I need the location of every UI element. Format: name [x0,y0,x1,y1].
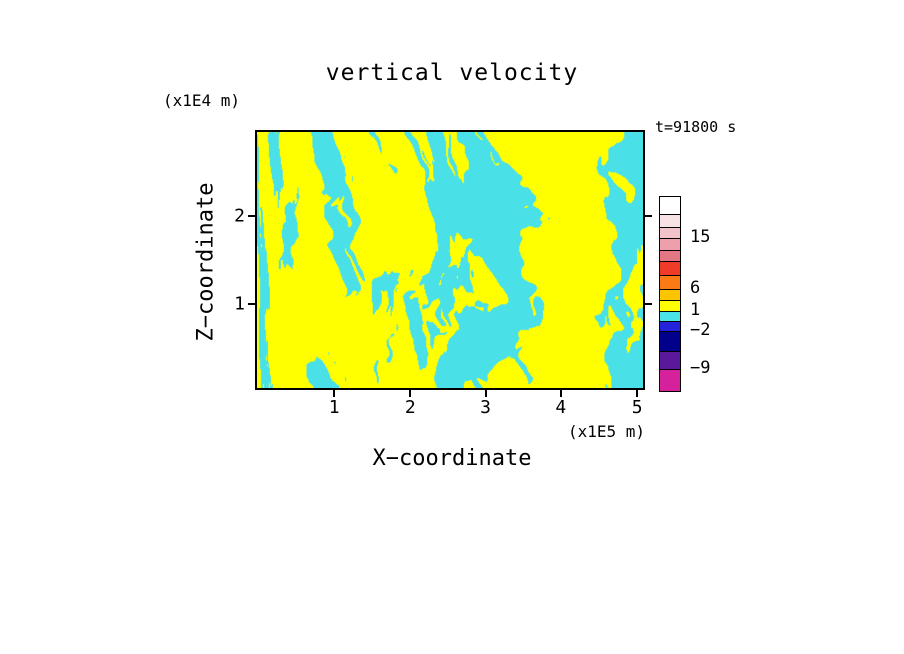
colorbar-segment [660,197,680,214]
x-tick-label: 5 [631,397,643,418]
x-tick-mark [559,390,562,397]
colorbar-segment [660,311,680,321]
colorbar-labels: 15 6 1 −2 −9 [690,196,750,390]
x-axis-title: X−coordinate [372,446,532,471]
x-tick-label: 1 [328,397,340,418]
chart-title: vertical velocity [325,60,579,86]
x-tick-mark [333,390,336,397]
colorbar-segment [660,331,680,351]
colorbar-segment [660,351,680,369]
y-axis-title: Z−coordinate [193,182,219,342]
colorbar-segment [660,289,680,300]
x-tick-label: 2 [404,397,416,418]
y-tick-label: 2 [234,205,245,227]
x-tick-label: 3 [480,397,491,418]
time-label: t=91800 s [655,118,737,136]
colorbar-level-label: 6 [690,278,701,298]
colorbar-segment [660,238,680,250]
colorbar-segment [660,321,680,331]
colorbar-segment [660,214,680,227]
colorbar [659,196,681,392]
colorbar-level-label: 15 [690,227,711,247]
colorbar-segment [660,250,680,261]
colorbar-segment [660,369,680,391]
y-tick-mark [645,303,652,306]
y-axis-units-label: (x1E4 m) [163,91,241,110]
colorbar-level-label: −2 [690,320,711,340]
colorbar-segment [660,275,680,289]
plot-area: 1 2 3 4 5 2 1 [234,130,652,418]
x-tick-mark [409,390,412,397]
colorbar-segment [660,261,680,275]
x-tick-mark [484,390,487,397]
x-tick-label: 4 [555,397,567,418]
colorbar-level-label: 1 [690,300,701,320]
y-tick-mark [645,214,652,217]
y-tick-mark [248,214,255,217]
x-tick-mark [636,390,639,397]
colorbar-level-label: −9 [690,358,711,378]
y-tick-label: 1 [234,293,245,315]
x-axis-units-label: (x1E5 m) [568,422,646,441]
heatmap-field [257,132,643,388]
colorbar-segment [660,227,680,238]
colorbar-segment [660,300,680,311]
y-tick-mark [248,303,255,306]
